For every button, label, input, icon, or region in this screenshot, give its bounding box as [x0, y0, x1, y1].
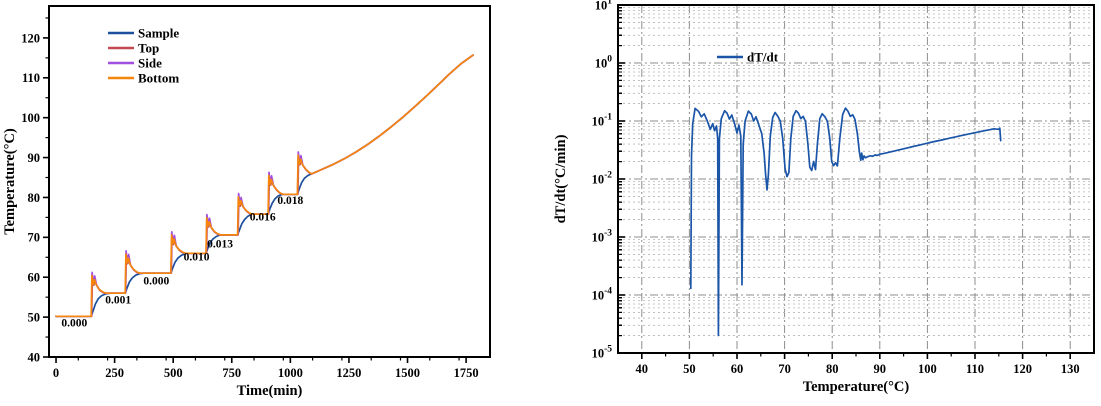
x-axis-label: Temperature(°C) [803, 379, 910, 395]
y-tick-label: 70 [28, 231, 41, 245]
x-tick-label: 120 [1013, 362, 1032, 376]
x-tick-label: 1000 [278, 366, 303, 380]
series-side-line [55, 54, 474, 318]
series-bottom-line [55, 54, 474, 318]
series-dt-dt-line [689, 107, 1002, 337]
legend-item-dt-dt: dT/dt [717, 50, 779, 65]
x-tick-label: 50 [683, 362, 696, 376]
x-tick-label: 90 [874, 362, 887, 376]
x-tick-label: 0 [53, 366, 59, 380]
x-tick-label: 500 [164, 366, 183, 380]
y-tick-label: 50 [28, 310, 41, 324]
y-axis-label: dT/dt(°C/min) [553, 134, 569, 223]
annotation-label: 0.000 [61, 318, 87, 330]
annotation-label: 0.018 [277, 195, 303, 207]
x-tick-label: 1500 [395, 366, 420, 380]
annotation-label: 0.000 [143, 275, 169, 287]
y-tick-label: 90 [28, 151, 41, 165]
series-top-line [55, 54, 474, 318]
y-tick-label: 120 [21, 31, 40, 45]
legend-label: Side [138, 56, 162, 71]
x-tick-label: 100 [918, 362, 937, 376]
annotation-label: 0.010 [184, 251, 210, 263]
x-tick-label: 40 [636, 362, 649, 376]
annotation-label: 0.013 [207, 238, 233, 250]
legend-item-bottom: Bottom [108, 71, 179, 86]
y-tick-label: 10-5 [592, 344, 613, 360]
x-tick-label: 60 [731, 362, 744, 376]
y-tick-label: 80 [28, 191, 41, 205]
y-tick-label: 40 [28, 350, 41, 364]
y-axis-label: Temperature(°C) [2, 128, 18, 235]
x-axis-label: Time(min) [237, 383, 303, 399]
y-tick-label: 100 [595, 54, 613, 70]
y-tick-label: 10-1 [592, 112, 613, 128]
chart-dtdt-vs-temperature: 40 50 60 70 80 90 100 110 120 130 101 100 10-1 10-2 10… [553, 0, 1095, 395]
legend-label: dT/dt [747, 50, 779, 65]
x-tick-label: 1750 [454, 366, 479, 380]
y-tick-label: 101 [595, 0, 613, 12]
y-tick-label: 10-2 [592, 170, 613, 186]
chart-temperature-vs-time: 0 250 500 750 1000 1250 1500 1750 40 50 60 70 80 90 10… [2, 5, 491, 399]
x-tick-label: 130 [1061, 362, 1080, 376]
series-sample-line [55, 54, 474, 318]
y-tick-label: 10-3 [592, 228, 613, 244]
y-tick-label: 10-4 [592, 286, 613, 302]
plot-frame [48, 5, 491, 358]
x-tick-label: 80 [826, 362, 839, 376]
legend-item-sample: Sample [108, 26, 179, 41]
legend-item-top: Top [108, 41, 159, 56]
y-tick-label: 60 [28, 271, 41, 285]
y-tick-label: 110 [22, 71, 40, 85]
x-tick-label: 250 [105, 366, 124, 380]
legend-item-side: Side [108, 56, 162, 71]
legend-label: Sample [138, 26, 179, 41]
annotation-label: 0.001 [105, 295, 131, 307]
x-tick-label: 70 [778, 362, 791, 376]
legend-label: Top [138, 41, 159, 56]
annotation-label: 0.016 [250, 212, 276, 224]
x-tick-label: 750 [222, 366, 241, 380]
y-tick-label: 100 [21, 111, 40, 125]
legend-label: Bottom [138, 71, 179, 86]
x-tick-label: 110 [966, 362, 984, 376]
x-tick-label: 1250 [336, 366, 361, 380]
